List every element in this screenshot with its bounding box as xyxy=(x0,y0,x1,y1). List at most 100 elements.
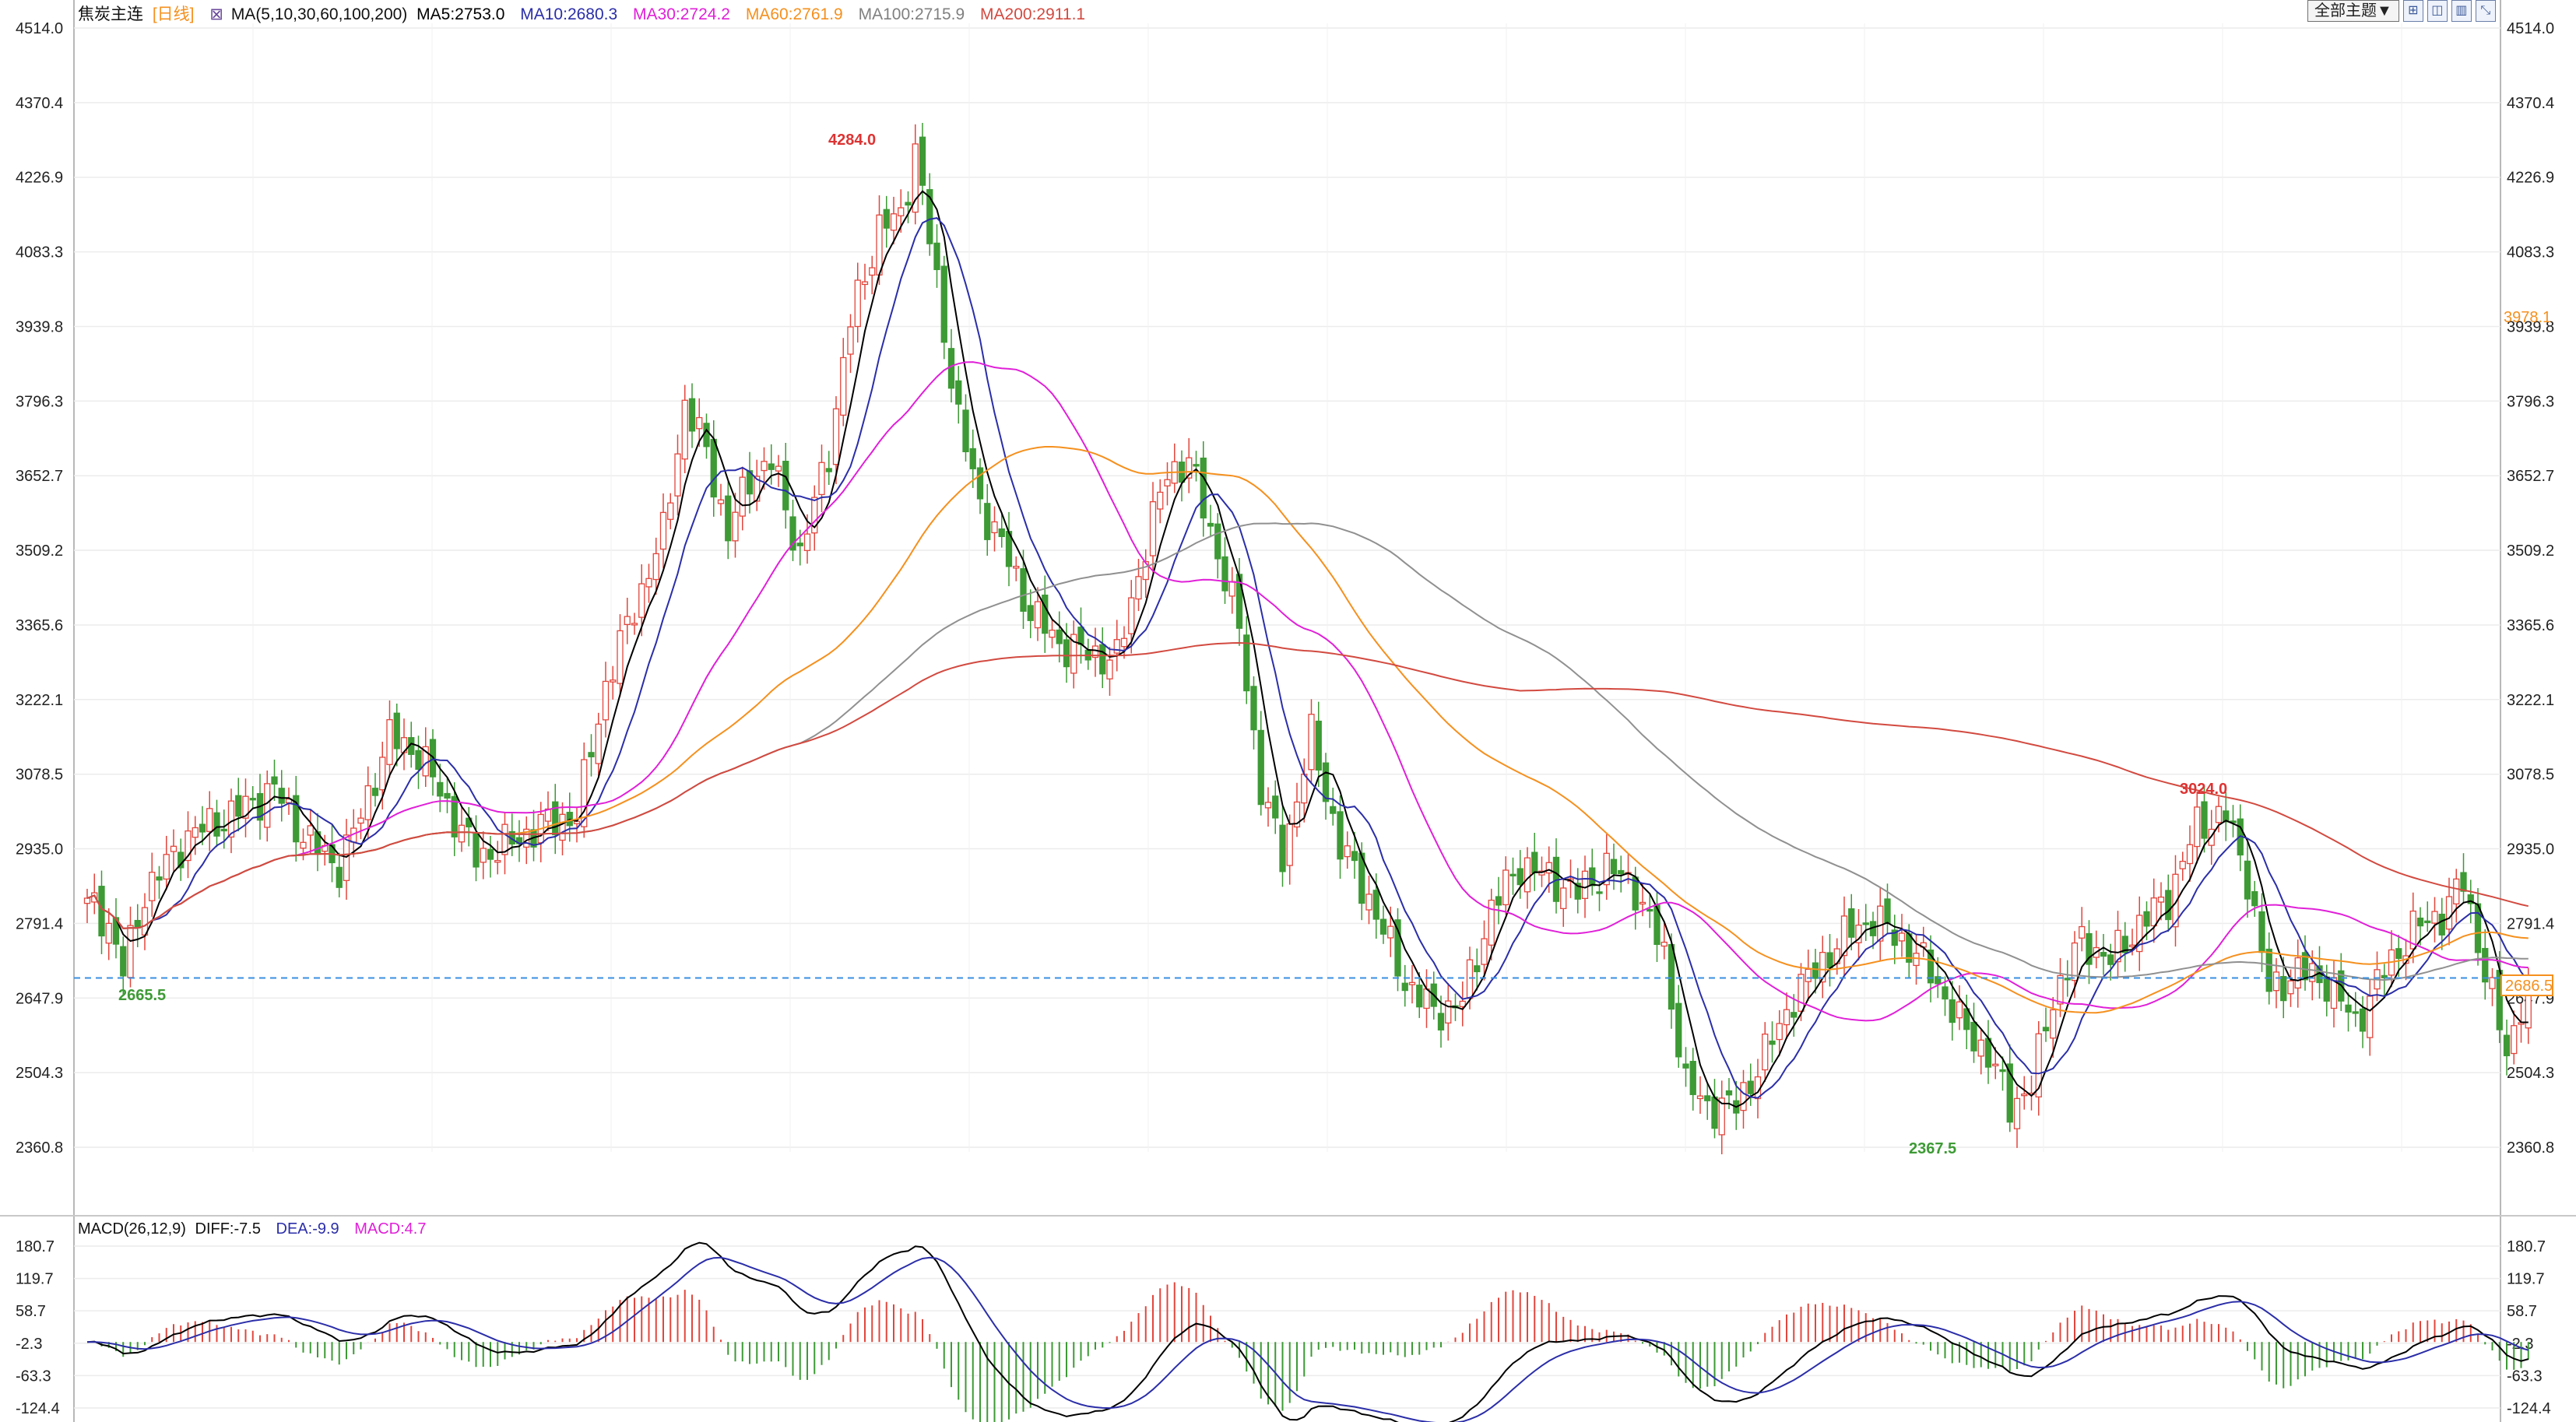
price-tick-label: 2791.4 xyxy=(16,915,63,932)
candle-body xyxy=(1416,985,1423,1008)
candle-body xyxy=(1099,644,1106,675)
candle-body xyxy=(610,679,617,683)
candle-body xyxy=(2157,896,2165,903)
price-tick-label: 3078.5 xyxy=(16,767,63,784)
price-tick-label: 3222.1 xyxy=(2507,692,2554,709)
candle-body xyxy=(2294,957,2301,989)
ma30-value: MA30:2724.2 xyxy=(633,5,730,23)
candle-body xyxy=(227,800,235,838)
candle-body xyxy=(1308,714,1315,771)
ma-param-label[interactable]: MA(5,10,30,60,100,200) xyxy=(230,5,408,23)
candle-body xyxy=(2128,944,2136,947)
candle-body xyxy=(1927,950,1935,984)
candle-body xyxy=(854,279,861,328)
candle-body xyxy=(1704,1095,1711,1101)
price-tick-label: 3652.7 xyxy=(2507,468,2554,485)
candle-body xyxy=(1070,634,1077,674)
candle-body xyxy=(1589,867,1596,887)
candle-body xyxy=(2042,1027,2050,1032)
candle-body xyxy=(2136,915,2143,953)
candle-body xyxy=(2071,942,2079,981)
price-tick-label: 3939.8 xyxy=(2507,318,2554,335)
candle-body xyxy=(1387,925,1394,939)
price-tick-label: 2935.0 xyxy=(2507,841,2554,858)
candle-body xyxy=(1531,851,1538,873)
layout-grid-icon[interactable]: ⊞ xyxy=(2402,0,2423,22)
candle-body xyxy=(617,630,624,684)
candle-body xyxy=(199,823,206,833)
price-tick-label: 2935.0 xyxy=(16,841,63,858)
candle-body xyxy=(940,265,947,343)
candle-body xyxy=(2345,1004,2352,1013)
candle-body xyxy=(2352,1011,2359,1014)
expand-icon[interactable]: ⤡ xyxy=(2475,0,2496,22)
layout-split-icon[interactable]: ◫ xyxy=(2427,0,2448,22)
candle-body xyxy=(1977,1039,1984,1057)
candle-body xyxy=(1596,891,1603,894)
candle-body xyxy=(588,752,595,757)
candle-body xyxy=(1898,932,1906,942)
candle-body xyxy=(581,759,588,827)
candle-body xyxy=(185,830,192,862)
candle-body xyxy=(1135,576,1142,600)
candle-body xyxy=(156,876,163,881)
candle-body xyxy=(1574,883,1581,900)
candle-body xyxy=(1502,869,1509,906)
candle-body xyxy=(840,356,847,416)
layout-panel-icon[interactable]: ▥ xyxy=(2451,0,2472,22)
candle-body xyxy=(278,788,285,804)
candle-body xyxy=(163,854,170,880)
candle-body xyxy=(1330,806,1337,814)
candle-body xyxy=(1042,594,1049,634)
candle-body xyxy=(2244,860,2251,900)
candle-body xyxy=(1618,869,1625,875)
candle-body xyxy=(1077,627,1084,645)
candle-body xyxy=(1840,915,1848,957)
candle-body xyxy=(898,207,905,216)
candle-body xyxy=(754,476,761,502)
candle-body xyxy=(2258,911,2265,953)
candle-body xyxy=(1992,1063,1999,1066)
price-tick-label: 3078.5 xyxy=(2507,767,2554,784)
candle-body xyxy=(876,214,883,276)
ma10-value: MA10:2680.3 xyxy=(520,5,618,23)
macd-header: MACD(26,12,9) DIFF:-7.5 DEA:-9.9 MACD:4.… xyxy=(78,1220,426,1238)
symbol-name[interactable]: 焦炭主连 xyxy=(78,5,143,23)
candle-body xyxy=(991,521,998,534)
candle-body xyxy=(1523,857,1531,893)
theme-dropdown-button[interactable]: 全部主题▼ xyxy=(2307,0,2399,22)
candle-body xyxy=(364,785,371,820)
period-label[interactable]: [日线] xyxy=(152,5,195,23)
candle-body xyxy=(1747,1080,1754,1094)
candle-body xyxy=(984,503,991,540)
candle-body xyxy=(969,448,976,469)
candle-body xyxy=(1337,811,1344,860)
candle-body xyxy=(357,817,364,824)
candle-body xyxy=(2265,948,2272,992)
candle-body xyxy=(1394,919,1401,977)
candle-body xyxy=(674,453,681,497)
local-high-label: 3024.0 xyxy=(2180,781,2227,798)
candle-body xyxy=(1272,795,1279,819)
candle-body xyxy=(1351,851,1358,862)
candle-body xyxy=(206,808,213,832)
candle-body xyxy=(825,468,832,472)
candle-body xyxy=(1603,852,1610,886)
candle-body xyxy=(919,136,926,186)
price-tick-label: 2360.8 xyxy=(2507,1139,2554,1157)
candle-body xyxy=(1826,952,1833,968)
candle-body xyxy=(703,423,710,448)
candle-body xyxy=(1293,801,1301,828)
ma-settings-icon[interactable]: ⊠ xyxy=(209,5,223,23)
candle-body xyxy=(1481,938,1488,965)
candle-body xyxy=(624,616,631,626)
candle-body xyxy=(2280,976,2287,1002)
candle-body xyxy=(451,795,458,837)
candle-body xyxy=(2050,1009,2057,1039)
moving-average-lines xyxy=(86,190,2529,1108)
candle-body xyxy=(1013,565,1020,569)
candle-body xyxy=(789,516,796,551)
candle-body xyxy=(437,781,444,797)
macd-lines xyxy=(86,1241,2529,1422)
